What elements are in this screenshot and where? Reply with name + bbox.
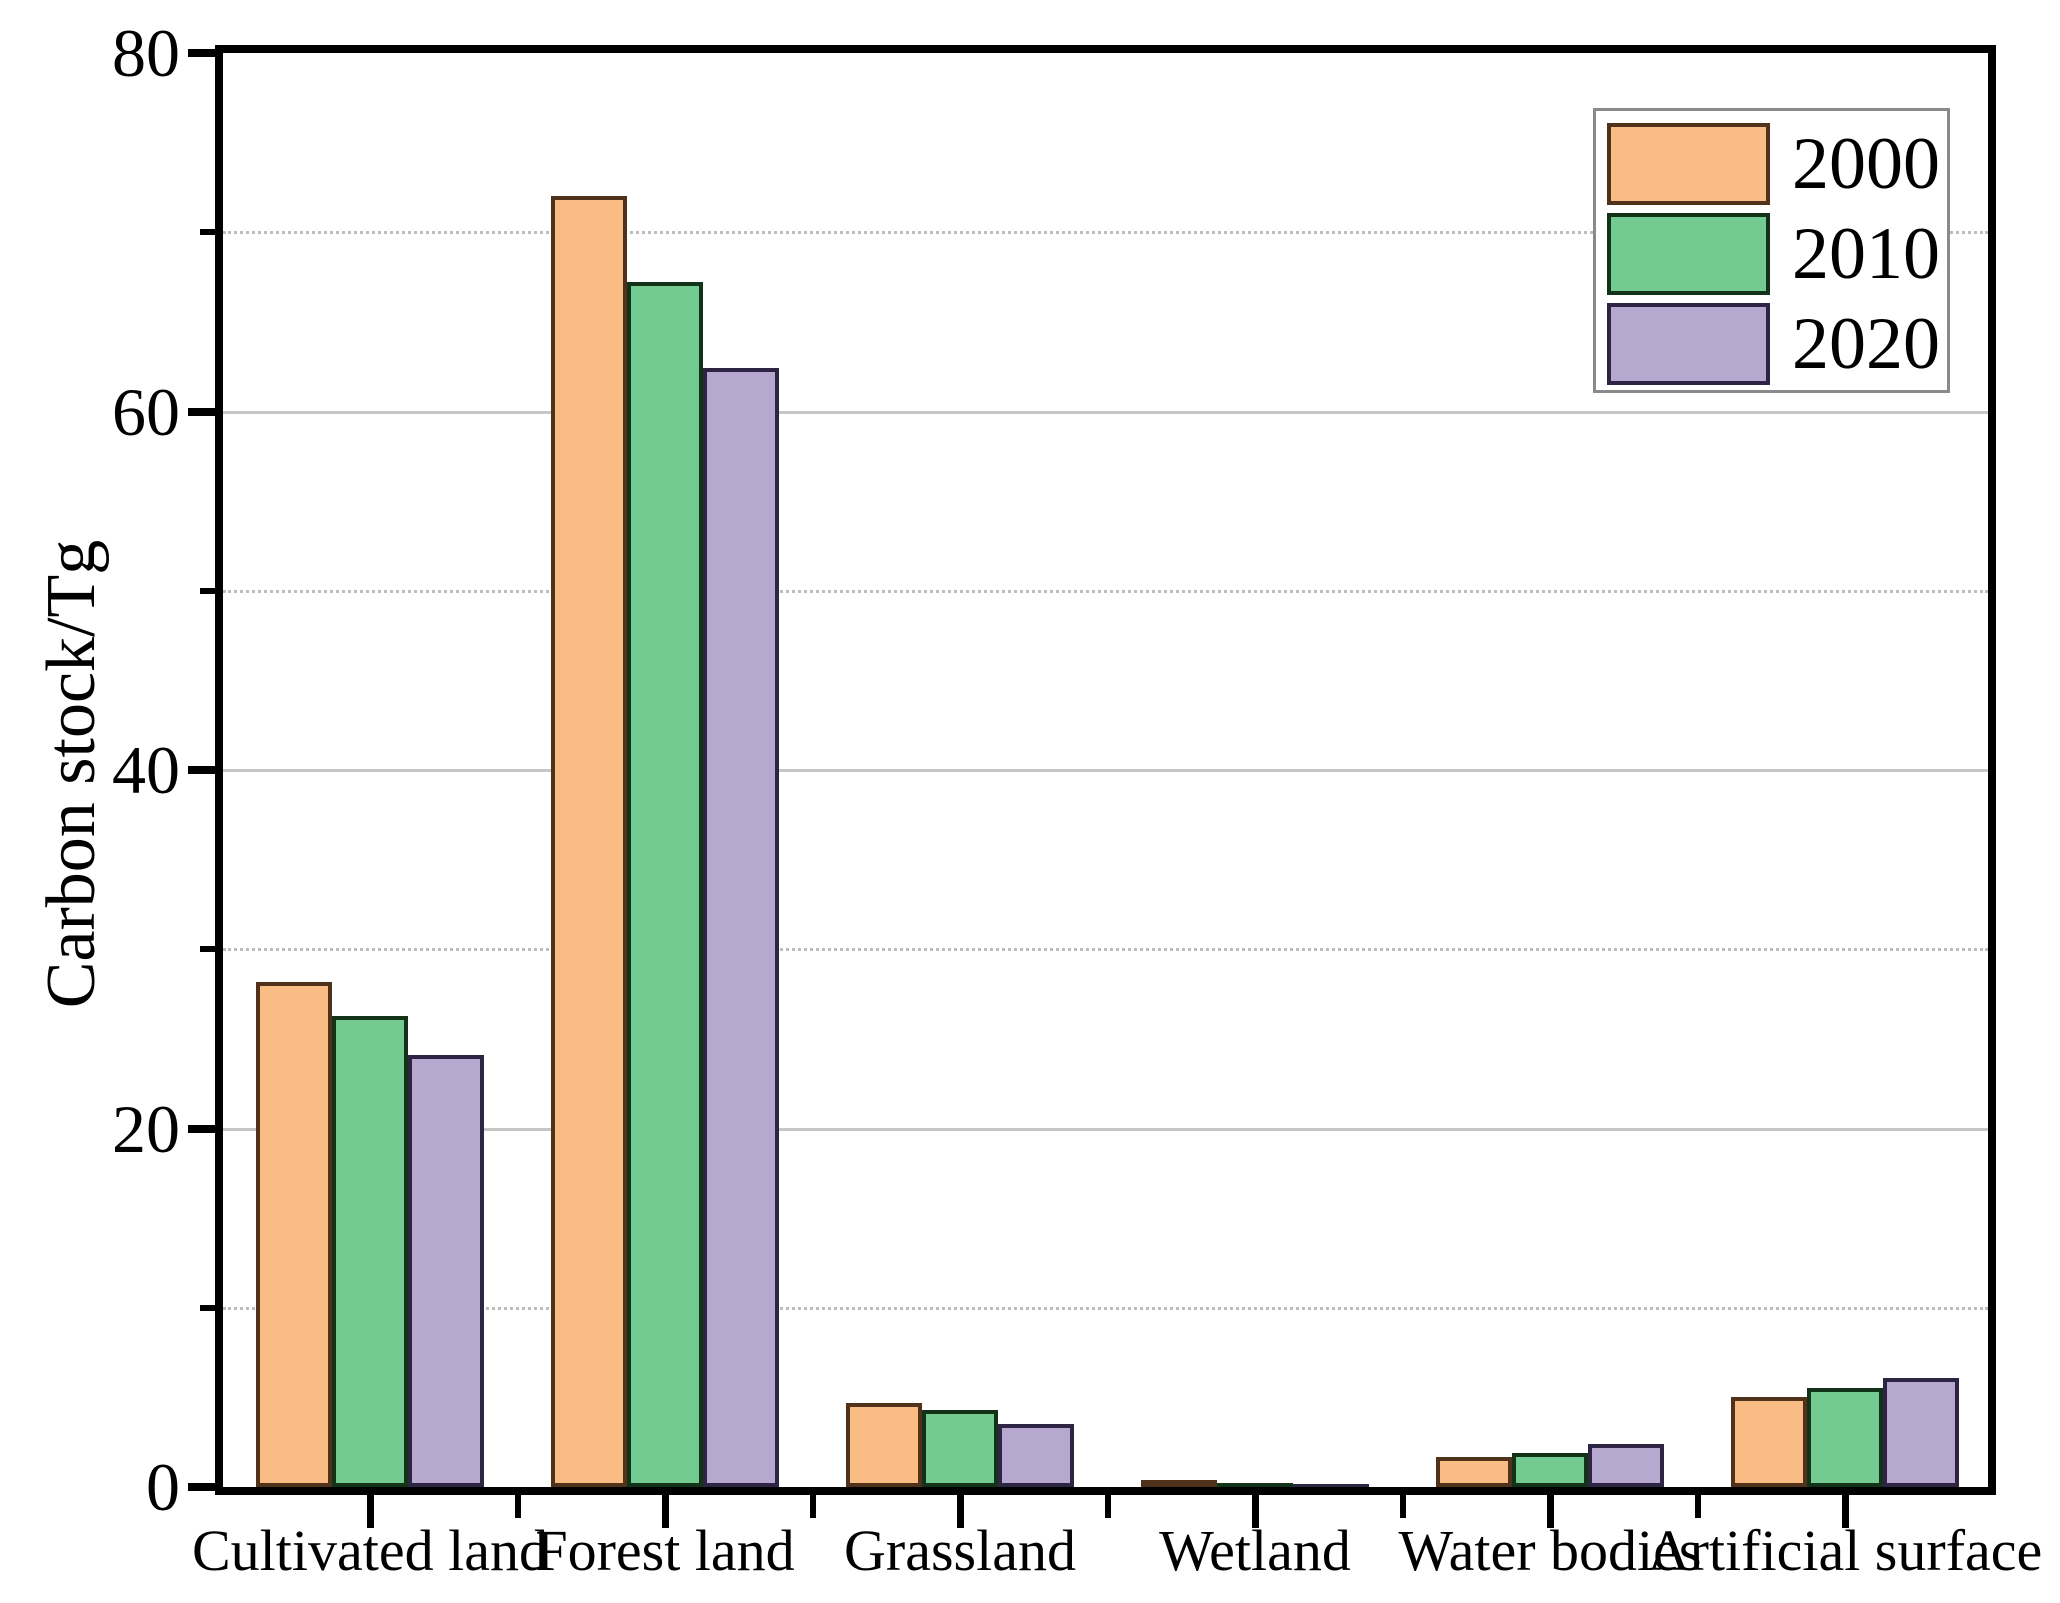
bar-grassland-2000 [846,1403,922,1487]
x-major-tick-artificial-surface [1842,1494,1849,1528]
category-label-grassland: Grassland [844,1518,1076,1583]
bar-grassland-2020 [998,1424,1074,1487]
x-major-tick-water-bodies [1547,1494,1554,1528]
x-minor-tick-1 [809,1494,816,1518]
legend-swatch-2020 [1607,303,1770,385]
y-tick-label-60: 60 [112,373,180,450]
x-minor-tick-0 [514,1494,521,1518]
legend-swatch-2000 [1607,123,1770,205]
bar-water-bodies-2010 [1512,1453,1588,1487]
gridline-major-40 [223,769,1988,772]
gridline-minor-30 [223,948,1988,952]
x-major-tick-wetland [1252,1494,1259,1528]
y-tick-label-80: 80 [112,15,180,91]
category-label-water-bodies: Water bodies [1398,1518,1702,1583]
bar-cultivated-land-2020 [408,1055,484,1487]
category-label-cultivated-land: Cultivated land [192,1518,548,1583]
y-minor-tick-10 [200,1304,223,1311]
bar-wetland-2010 [1217,1483,1293,1487]
bar-wetland-2020 [1293,1484,1369,1487]
y-minor-tick-50 [200,587,223,594]
x-minor-tick-3 [1399,1494,1406,1518]
gridline-minor-50 [223,589,1988,593]
bar-artificial-surface-2000 [1731,1397,1807,1487]
y-major-tick-40 [188,766,223,774]
y-minor-tick-70 [200,229,223,236]
bar-forest-land-2010 [627,282,703,1487]
gridline-major-60 [223,410,1988,414]
y-tick-label-40: 40 [112,732,180,808]
gridline-minor-10 [223,1306,1988,1310]
bar-water-bodies-2000 [1436,1457,1512,1487]
bar-artificial-surface-2010 [1807,1388,1883,1487]
bar-wetland-2000 [1141,1480,1217,1487]
legend-label-2020: 2020 [1792,303,1940,385]
x-major-tick-cultivated-land [367,1494,374,1528]
y-tick-label-20: 20 [112,1090,180,1167]
bar-cultivated-land-2010 [332,1016,408,1487]
bar-artificial-surface-2020 [1883,1378,1959,1487]
bar-grassland-2010 [922,1410,998,1487]
legend-swatch-2010 [1607,213,1770,295]
x-minor-tick-4 [1694,1494,1701,1518]
y-tick-label-0: 0 [146,1449,180,1525]
plot-area [223,53,1988,1487]
category-label-forest-land: Forest land [535,1518,795,1583]
legend-label-2010: 2010 [1792,213,1940,295]
y-major-tick-60 [188,407,223,416]
legend: 2000 2010 2020 [1593,108,1950,393]
legend-row-2010: 2010 [1607,209,1947,299]
x-minor-tick-2 [1104,1494,1111,1518]
gridline-minor-70 [223,231,1988,235]
y-minor-tick-30 [200,946,223,953]
y-major-tick-20 [188,1124,223,1133]
y-major-tick-0 [188,1483,223,1491]
x-major-tick-forest-land [662,1494,669,1528]
bar-cultivated-land-2000 [256,982,332,1487]
bar-forest-land-2000 [551,196,627,1487]
legend-row-2020: 2020 [1607,299,1947,389]
bar-water-bodies-2020 [1588,1444,1664,1487]
gridline-major-20 [223,1127,1988,1131]
bar-forest-land-2020 [703,368,779,1487]
legend-row-2000: 2000 [1607,119,1947,209]
legend-label-2000: 2000 [1792,123,1940,205]
category-label-artificial-surface: Artificial surface [1647,1518,2043,1583]
category-label-wetland: Wetland [1159,1518,1351,1583]
x-major-tick-grassland [957,1494,964,1528]
y-major-tick-80 [188,49,223,57]
